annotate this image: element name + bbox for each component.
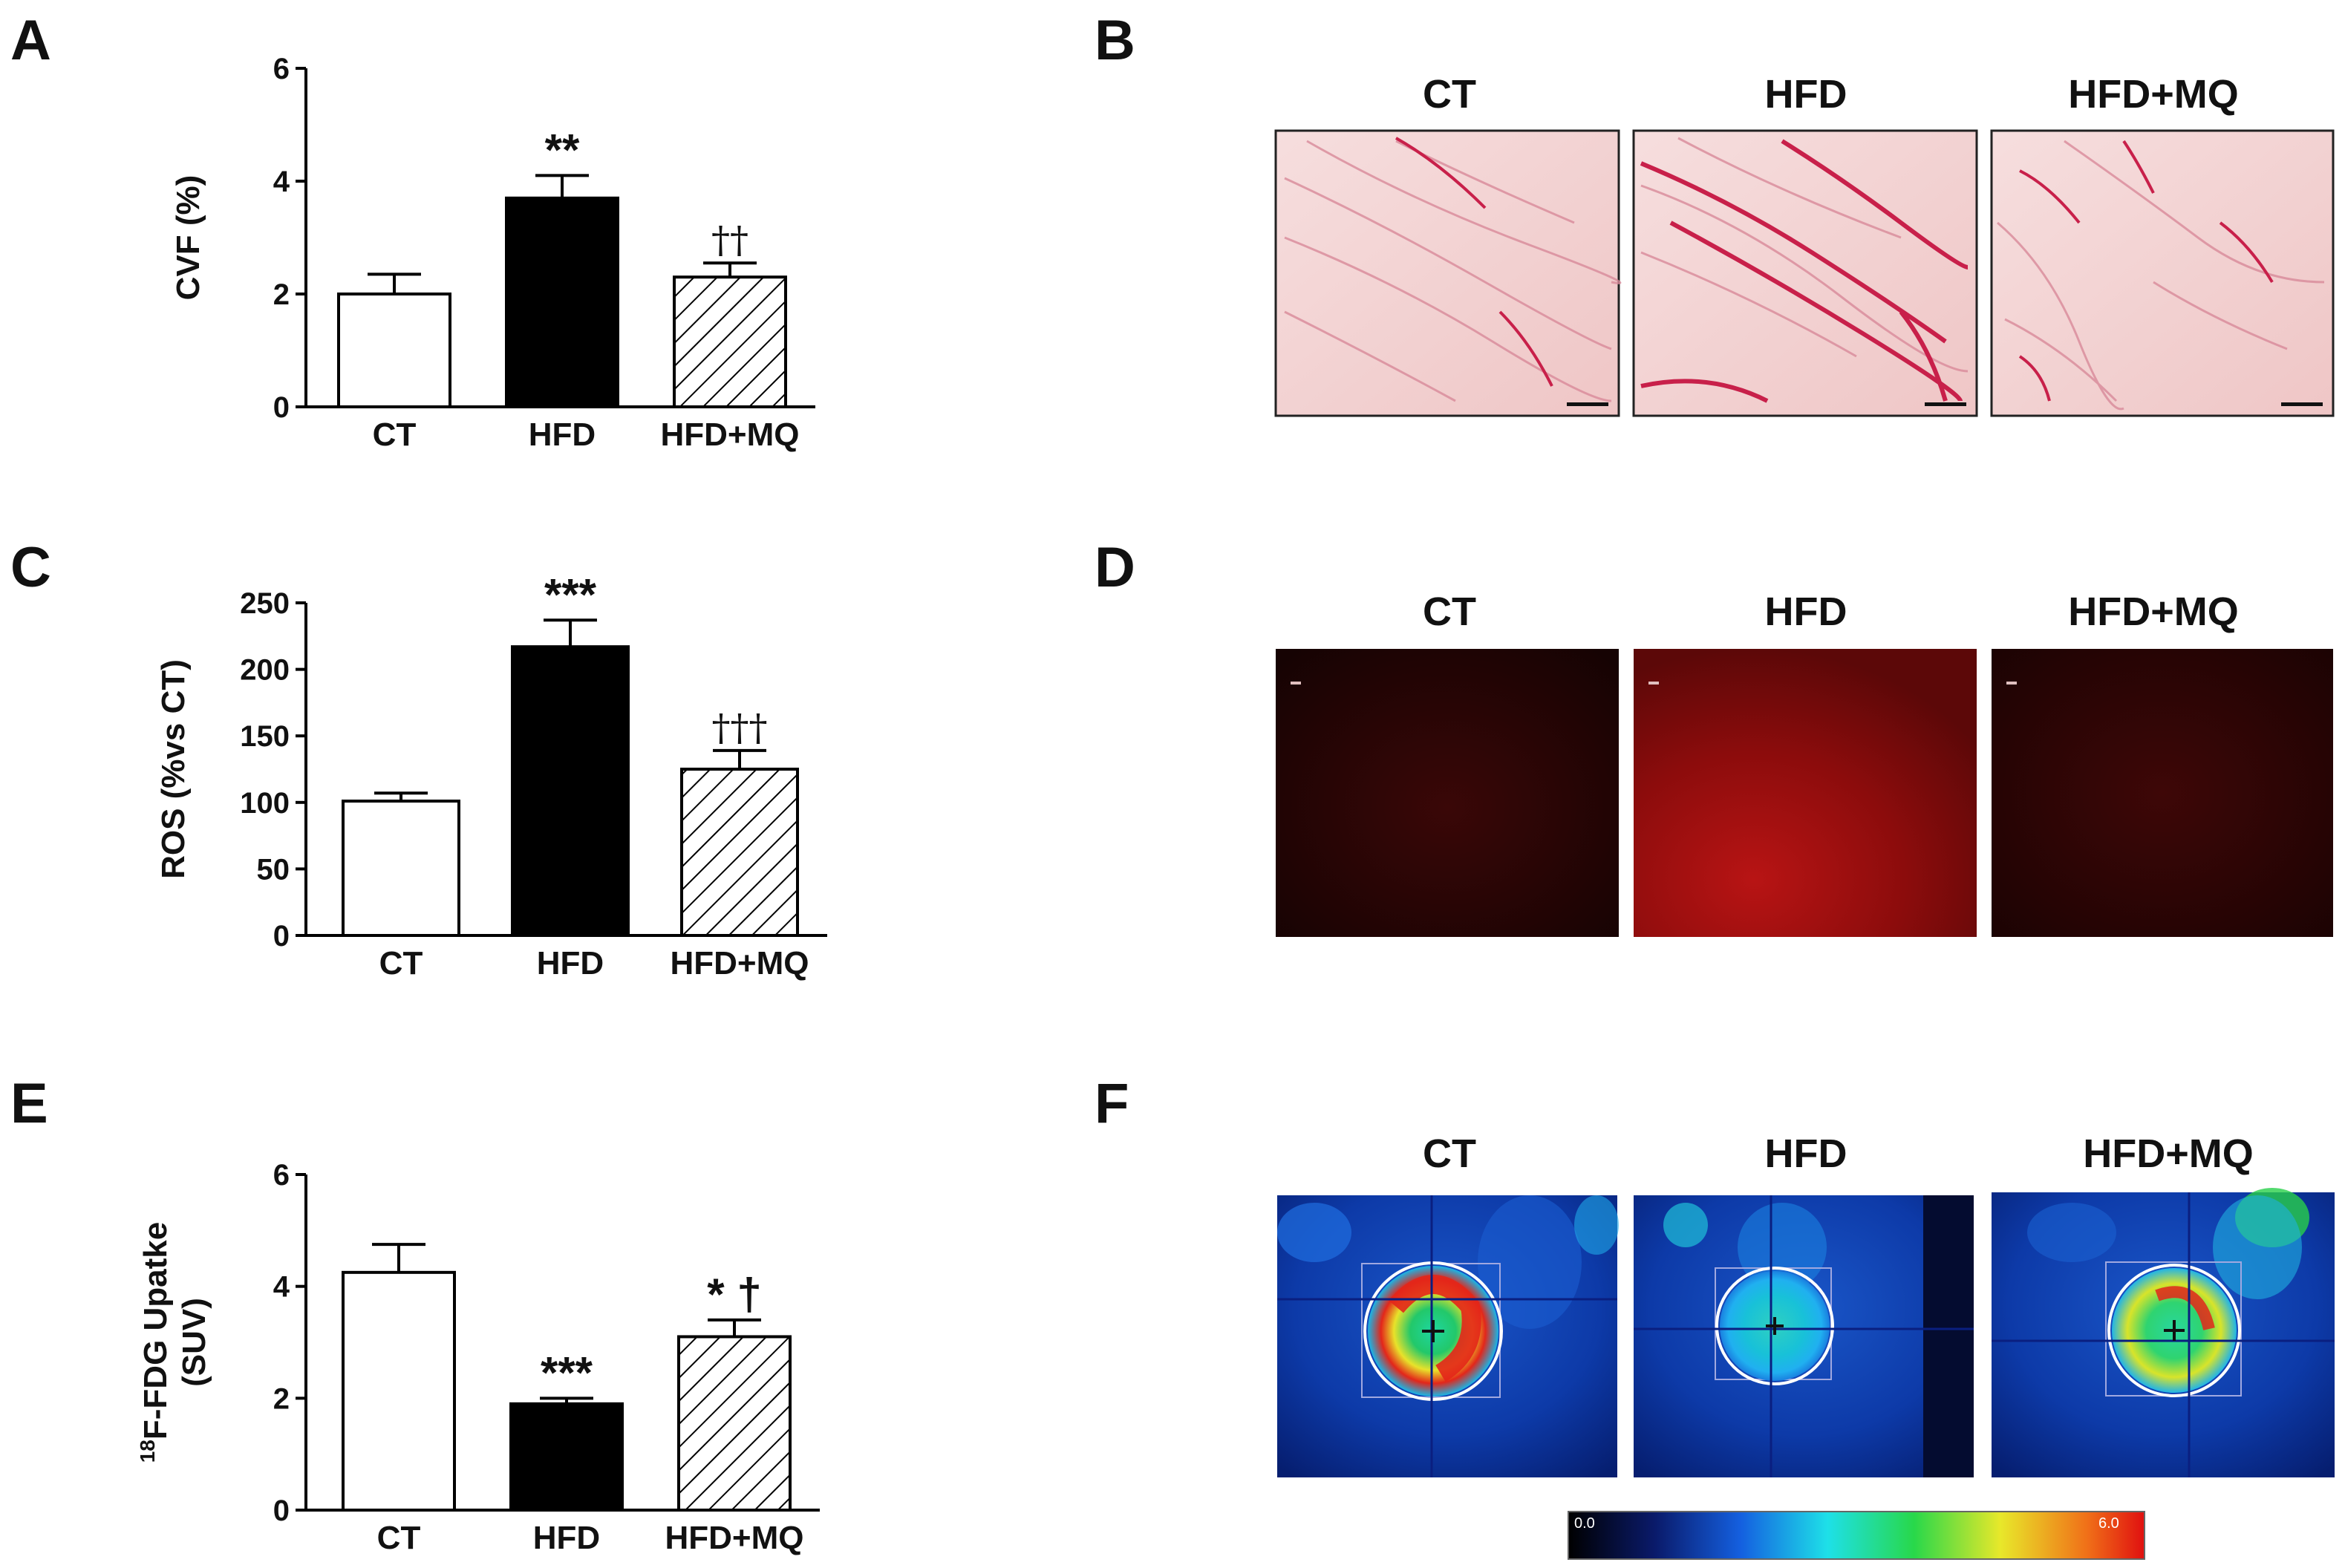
y-tick-label: 50: [257, 853, 290, 886]
ros-image-ct: [1276, 649, 1619, 937]
y-axis-title-line2: (SUV): [176, 1298, 212, 1387]
significance-label: †††: [712, 706, 768, 749]
histology-image-hfd: [1632, 129, 1978, 417]
colorbar-max-label: 6.0: [2098, 1515, 2119, 1532]
histology-image-hfdmq: [1990, 129, 2335, 417]
pet-image-hfd: [1634, 1195, 1974, 1477]
panel-letter-e: E: [10, 1072, 48, 1135]
ros-image-hfd: [1634, 649, 1977, 937]
x-tick-label: CT: [377, 1520, 421, 1556]
image-title-b-hfdmq: HFD+MQ: [2068, 72, 2239, 117]
x-tick-label: HFD: [529, 416, 596, 453]
panel-f-images: CT HFD HFD+MQ: [1277, 1131, 2335, 1560]
panel-letter-a: A: [10, 9, 51, 72]
y-tick-label: 0: [273, 920, 290, 953]
y-tick-label: 150: [240, 720, 290, 753]
pet-image-ct: [1277, 1195, 1619, 1477]
x-tick-label: HFD+MQ: [671, 945, 809, 981]
significance-label: * †: [707, 1270, 761, 1319]
ros-image-hfdmq: [1992, 649, 2333, 937]
bar-hfd-mq: [680, 768, 799, 937]
x-tick-label: HFD: [533, 1520, 600, 1556]
pet-image-hfdmq: [1992, 1188, 2335, 1477]
y-tick-label: 100: [240, 787, 290, 820]
bar-ct: [337, 293, 451, 408]
y-axis-title: CVF (%): [170, 175, 206, 301]
significance-label: **: [545, 125, 580, 174]
x-tick-label: CT: [373, 416, 417, 453]
x-tick-label: HFD+MQ: [661, 416, 800, 453]
image-title-f-hfd: HFD: [1765, 1131, 1847, 1176]
bar-hfd-mq: [677, 1335, 792, 1512]
y-axis-title: ROS (%vs CT): [155, 659, 192, 879]
x-tick-label: CT: [379, 945, 423, 981]
chart-a: 0 2 4 6 CVF (%) CT HFD ** HFD+MQ ††: [170, 53, 815, 453]
bar-hfd: [505, 196, 619, 408]
significance-label: ††: [711, 218, 748, 261]
y-tick-label: 0: [273, 1494, 290, 1527]
y-axis-title: 18F-FDG Upatke: [136, 1222, 174, 1463]
significance-label: ***: [541, 1348, 593, 1397]
y-tick-label: 0: [273, 391, 290, 424]
chart-e: 0 2 4 6 18F-FDG Upatke (SUV) CT HFD *** HFD+MQ * †: [136, 1159, 820, 1556]
histology-image-ct: [1274, 129, 1622, 417]
y-tick-label: 200: [240, 654, 290, 687]
image-title-f-hfdmq: HFD+MQ: [2083, 1131, 2254, 1176]
colorbar: 0.0 6.0: [1568, 1511, 2145, 1560]
panel-letter-d: D: [1095, 536, 1135, 599]
y-tick-label: 2: [273, 1382, 290, 1415]
y-tick-label: 2: [273, 278, 290, 311]
image-title-f-ct: CT: [1423, 1131, 1476, 1176]
y-tick-label: 4: [273, 166, 290, 198]
colorbar-min-label: 0.0: [1574, 1515, 1595, 1532]
bar-hfd: [511, 645, 630, 937]
panel-letter-c: C: [10, 536, 51, 599]
image-title-b-hfd: HFD: [1765, 72, 1847, 117]
y-tick-label: 6: [273, 53, 290, 85]
bar-ct: [342, 1270, 456, 1512]
panel-letter-f: F: [1095, 1072, 1129, 1135]
x-tick-label: HFD: [537, 945, 604, 981]
image-title-d-hfd: HFD: [1765, 589, 1847, 634]
y-tick-label: 250: [240, 587, 290, 620]
bar-hfd-mq: [673, 275, 787, 409]
bar-hfd: [509, 1402, 624, 1512]
image-title-d-hfdmq: HFD+MQ: [2068, 589, 2239, 634]
y-tick-label: 6: [273, 1159, 290, 1192]
y-tick-label: 4: [273, 1271, 290, 1304]
panel-letter-b: B: [1095, 9, 1135, 72]
panel-d-images: CT HFD HFD+MQ: [1276, 589, 2333, 937]
panel-b-images: CT HFD HFD+MQ: [1274, 72, 2335, 417]
image-title-b-ct: CT: [1423, 72, 1476, 117]
bar-ct: [342, 800, 460, 938]
chart-c: 0 50 100 150 200 250 ROS (%vs CT) CT HFD *** HFD+M…: [155, 569, 827, 981]
image-title-d-ct: CT: [1423, 589, 1476, 634]
significance-label: ***: [544, 569, 597, 619]
x-tick-label: HFD+MQ: [665, 1520, 804, 1556]
